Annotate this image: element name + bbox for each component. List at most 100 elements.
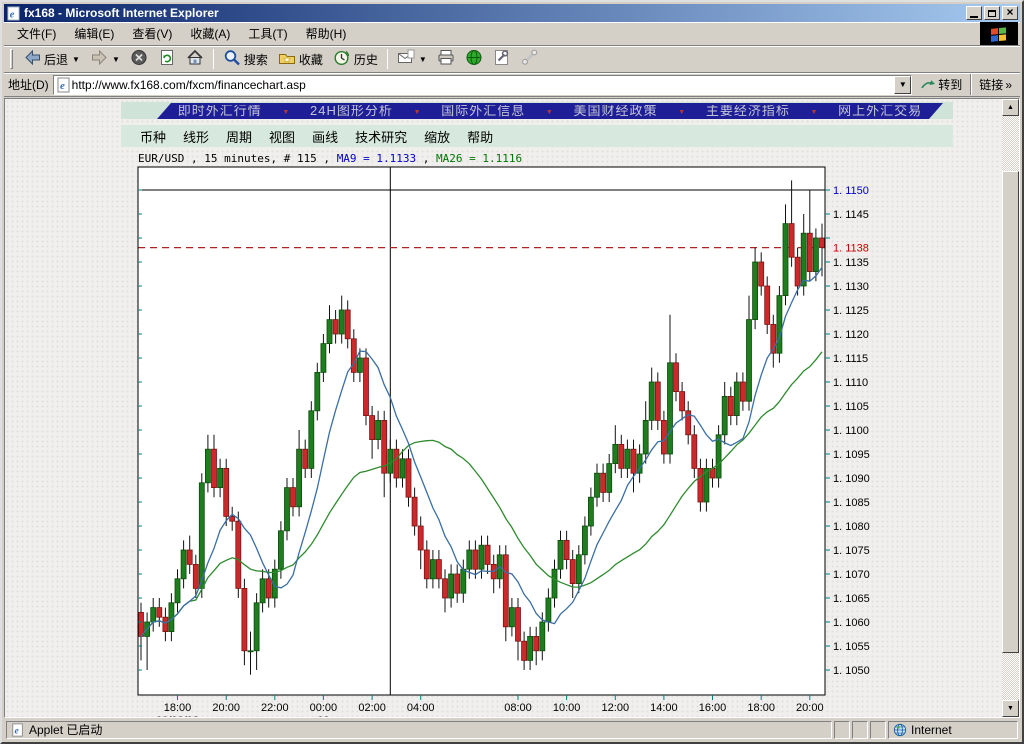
site-nav-label: 主要经济指标 [705,105,790,118]
go-label: 转到 [938,78,963,92]
menu-item-5[interactable]: 帮助(H) [305,27,347,41]
svg-text:10:00: 10:00 [553,702,581,714]
address-input[interactable]: e http://www.fx168.com/fxcm/financechart… [52,74,913,95]
chevron-down-icon: ▼ [898,80,907,89]
triangle-down-icon: ▼ [678,108,686,116]
restore-button[interactable] [984,6,1000,20]
history-button[interactable]: 历史 [328,47,383,71]
wrench-icon [493,49,511,69]
home-button[interactable] [181,47,209,71]
site-nav-label: 美国财经政策 [573,105,658,118]
symbol-info: EUR/USD , 15 minutes, # 115 , [138,152,337,165]
search-button[interactable]: 搜索 [218,47,273,71]
close-button[interactable]: × [1002,6,1018,20]
chart-menu-item-3[interactable]: 视图 [269,129,296,145]
chevron-down-icon[interactable]: ▼ [418,54,427,64]
svg-text:e: e [15,725,20,736]
chart-menu-item-7[interactable]: 帮助 [467,129,494,145]
status-pane-2 [852,720,868,739]
svg-text:1. 1125: 1. 1125 [833,305,869,317]
arrow-down-icon: ▼ [1007,705,1014,712]
site-nav-item-4[interactable]: 主要经济指标 [706,105,790,119]
chart-menu-item-1[interactable]: 线形 [183,129,210,145]
triangle-down-icon: ▼ [810,108,818,116]
print-button[interactable] [432,47,460,71]
title-bar[interactable]: e fx168 - Microsoft Internet Explorer × [4,4,1020,22]
windows-logo-throbber [980,22,1018,45]
ie-app-icon: e [7,5,20,21]
mail-icon [397,49,415,69]
page-content: 即时外汇行情 ▼ 24H图形分析 ▼ 国际外汇信息 ▼ 美国财经政策 ▼ 主要经济指标 ▼ 网上外汇… [4,98,1020,718]
close-icon: × [1006,5,1014,19]
realtime-quotes-button[interactable] [460,47,488,71]
site-nav-item-2[interactable]: 国际外汇信息 [441,105,525,119]
current-price-label: 1. 1138 [833,243,869,255]
site-nav-item-0[interactable]: 即时外汇行情 [178,105,262,119]
toolbar-grip[interactable] [10,49,13,69]
discuss-button[interactable] [516,47,544,71]
plot-border [137,166,826,696]
address-url: http://www.fx168.com/fxcm/financechart.a… [71,77,306,92]
chevron-down-icon[interactable]: ▼ [111,54,120,64]
site-nav-ribbon: 即时外汇行情 ▼ 24H图形分析 ▼ 国际外汇信息 ▼ 美国财经政策 ▼ 主要经济指标 ▼ 网上外汇… [157,103,943,119]
chart-menu-item-6[interactable]: 缩放 [424,129,451,145]
links-bar[interactable]: 链接 » [970,74,1016,95]
chart-applet-area[interactable]: 1. 1050 1. 1055 1. 1060 1. 1065 1. 1070 1. 10… [125,157,885,718]
svg-text:16:00: 16:00 [699,702,727,714]
back-button[interactable]: 后退 ▼ [18,47,85,71]
scrollbar-thumb[interactable] [1002,171,1019,653]
history-label: 历史 [353,52,378,67]
menu-item-3[interactable]: 收藏(A) [190,27,231,41]
address-label: 地址(D) [8,78,49,92]
svg-text:20:00: 20:00 [212,702,240,714]
triangle-down-icon: ▼ [545,108,553,116]
vertical-scrollbar[interactable]: ▲ ▼ [1002,99,1019,717]
chart-menu-item-2[interactable]: 周期 [226,129,253,145]
site-nav-item-5[interactable]: 网上外汇交易 [838,105,922,119]
menu-bar: 文件(F) 编辑(E) 查看(V) 收藏(A) 工具(T) 帮助(H) [4,22,1020,46]
address-dropdown-button[interactable]: ▼ [894,75,912,94]
chart-menu-item-5[interactable]: 技术研究 [355,129,408,145]
site-nav-item-3[interactable]: 美国财经政策 [574,105,658,119]
security-zone-pane: Internet [888,720,1018,739]
x-axis-date-label: 09/08/03 [156,715,199,718]
scroll-down-button[interactable]: ▼ [1002,700,1019,717]
menu-item-1[interactable]: 编辑(E) [74,27,115,41]
site-nav-item-1[interactable]: 24H图形分析 [310,105,393,119]
svg-text:1. 1130: 1. 1130 [833,281,869,293]
price-chart-canvas[interactable]: 1. 1050 1. 1055 1. 1060 1. 1065 1. 1070 1. 10… [125,157,885,718]
plot-background[interactable] [138,167,825,695]
refresh-button[interactable] [153,47,181,71]
page-status-icon: e [12,722,23,737]
menu-item-0[interactable]: 文件(F) [17,27,57,41]
status-bar: e Applet 已启动 Internet [4,718,1020,740]
menu-item-2[interactable]: 查看(V) [132,27,173,41]
go-button[interactable]: 转到 [916,75,966,94]
svg-text:1. 1060: 1. 1060 [833,617,870,629]
site-nav-label: 24H图形分析 [310,105,393,118]
svg-text:1. 1090: 1. 1090 [833,473,870,485]
restore-icon [988,9,996,17]
svg-text:04:00: 04:00 [407,702,435,714]
chart-menu-item-4[interactable]: 画线 [312,129,339,145]
svg-text:1. 1050: 1. 1050 [833,665,870,677]
forward-arrow-icon [90,49,108,69]
scroll-up-button[interactable]: ▲ [1002,99,1019,116]
chevron-down-icon[interactable]: ▼ [72,54,80,64]
stop-button[interactable] [125,47,153,71]
chart-menu-bar: 币种 线形 周期 视图 画线 技术研究 缩放 帮助 [121,125,953,147]
favorites-button[interactable]: 收藏 [273,47,328,71]
svg-text:e: e [10,9,15,20]
mail-button[interactable]: ▼ [392,47,432,71]
back-arrow-icon [23,49,41,69]
edit-button[interactable] [488,47,516,71]
triangle-down-icon: ▼ [413,108,421,116]
menu-item-4[interactable]: 工具(T) [248,27,288,41]
minimize-button[interactable] [966,6,982,20]
ma9-line [140,267,823,637]
chart-menu-item-0[interactable]: 币种 [140,129,167,145]
status-pane-1 [834,720,850,739]
forward-button[interactable]: ▼ [85,47,125,71]
home-icon [186,49,204,69]
svg-text:1. 1085: 1. 1085 [833,497,870,509]
